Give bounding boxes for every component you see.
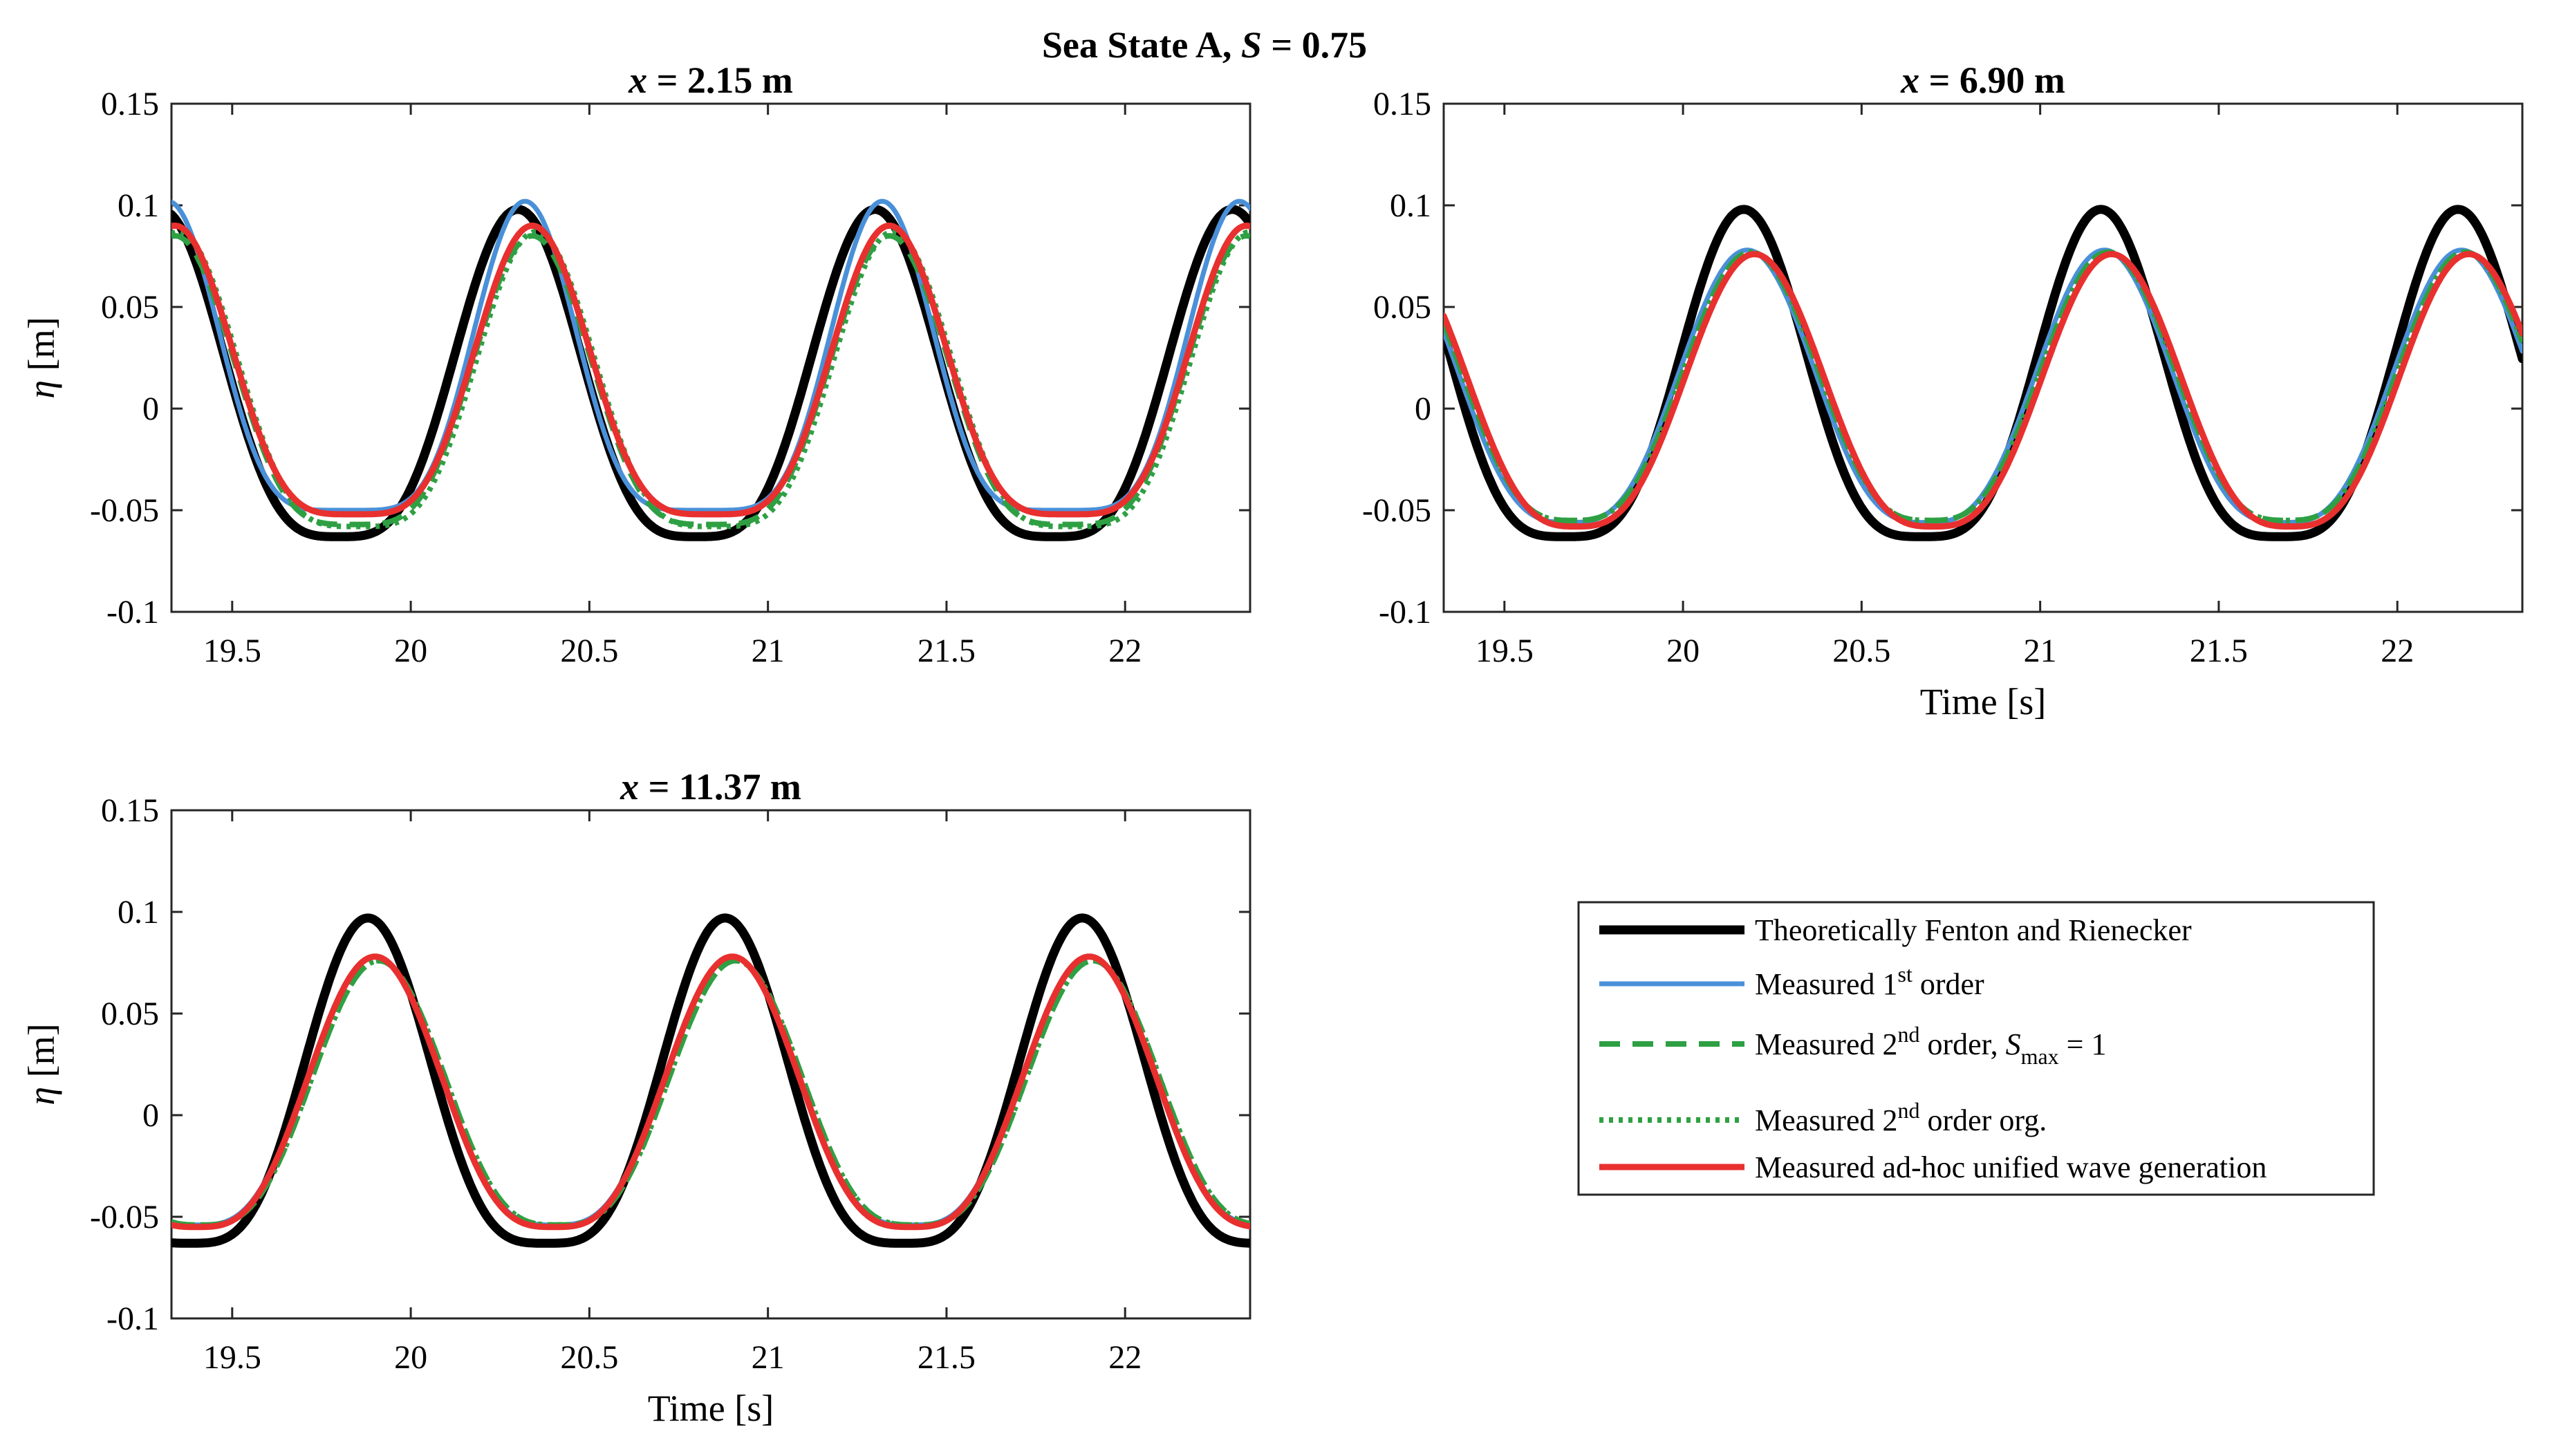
y-tick-label: 0.15: [101, 792, 159, 829]
series-line-adhoc: [171, 953, 1250, 1231]
series-line-second-order-org: [1444, 249, 2522, 523]
y-tick-label: 0.15: [101, 86, 159, 122]
y-tick-label: -0.1: [106, 594, 159, 631]
legend-label: Measured ad-hoc unified wave generation: [1755, 1150, 2267, 1184]
y-tick-label: 0.1: [118, 894, 159, 931]
x-tick-label: 21: [2024, 633, 2057, 669]
y-tick-label: 0: [142, 391, 159, 427]
panel-x-6-90: x = 6.90 m -0.1 -0.05 0 0.05 0.1 0.15 19.5 20 20.…: [1362, 59, 2524, 722]
y-tick-label: 0.1: [118, 187, 159, 224]
panel-x-11-37: x = 11.37 m -0.1 -0.05 0 0.05 0.1 0.15 19.5 20 20…: [21, 766, 1251, 1429]
series-line-adhoc: [1444, 251, 2522, 530]
series-line-second-order: [1444, 249, 2522, 523]
y-tick-label: -0.05: [90, 1199, 159, 1235]
y-tick-label: 0: [142, 1097, 159, 1134]
x-tick-label: 20.5: [560, 1339, 618, 1376]
legend-label: Measured 2nd order, Smax = 1: [1755, 1022, 2107, 1069]
x-tick-label: 22: [2381, 633, 2414, 669]
panel-title: x = 6.90 m: [1900, 59, 2065, 101]
series-line-first-order: [171, 198, 1250, 513]
plot-area: [170, 102, 1251, 613]
series-line-adhoc: [171, 222, 1250, 518]
series-line-second-order-org: [171, 958, 1250, 1228]
legend: Theoretically Fenton and Rienecker Measur…: [1577, 901, 2375, 1196]
x-tick-label: 21: [752, 633, 785, 669]
y-tick-label: -0.1: [106, 1300, 159, 1337]
series-line-first-order: [1444, 248, 2522, 525]
y-tick-label: 0: [1415, 391, 1431, 427]
y-axis-label: η [m]: [21, 317, 62, 398]
series-line-theory: [171, 913, 1250, 1248]
y-tick-label: -0.1: [1379, 594, 1431, 631]
x-tick-label: 22: [1108, 633, 1142, 669]
x-tick-label: 21.5: [2190, 633, 2248, 669]
x-tick-label: 19.5: [1476, 633, 1534, 669]
y-tick-label: -0.05: [1362, 492, 1431, 529]
y-tick-label: 0.05: [101, 289, 159, 326]
legend-label: Measured 1st order: [1755, 962, 1984, 1001]
x-axis-label: Time [s]: [1920, 681, 2047, 722]
x-tick-label: 20.5: [1832, 633, 1890, 669]
x-axis-label: Time [s]: [648, 1388, 774, 1429]
plot-area: [170, 809, 1251, 1320]
x-tick-label: 22: [1108, 1339, 1142, 1376]
y-tick-label: 0.1: [1390, 187, 1431, 224]
y-tick-label: -0.05: [90, 492, 159, 529]
x-tick-label: 21: [752, 1339, 785, 1376]
series-line-second-order-org: [171, 229, 1250, 530]
series-line-theory: [1444, 205, 2522, 541]
y-tick-label: 0.05: [101, 996, 159, 1032]
panel-title: x = 2.15 m: [628, 59, 793, 101]
legend-box: [1577, 901, 2375, 1196]
y-tick-label: 0.15: [1373, 86, 1431, 122]
y-tick-label: 0.05: [1373, 289, 1431, 326]
panel-title: x = 11.37 m: [620, 766, 801, 808]
x-tick-label: 21.5: [918, 633, 976, 669]
legend-label: Measured 2nd order org.: [1755, 1098, 2047, 1137]
x-tick-label: 20: [394, 633, 427, 669]
plot-area: [1442, 102, 2524, 613]
series-line-second-order: [171, 958, 1250, 1228]
series-line-theory: [171, 205, 1250, 541]
x-tick-label: 20.5: [560, 633, 618, 669]
x-tick-label: 20: [1666, 633, 1700, 669]
x-tick-label: 19.5: [203, 633, 261, 669]
x-tick-label: 19.5: [203, 1339, 261, 1376]
x-tick-label: 21.5: [918, 1339, 976, 1376]
y-axis-label: η [m]: [21, 1023, 62, 1105]
series-line-second-order: [171, 233, 1250, 528]
panel-x-2-15: x = 2.15 m -0.1 -0.05 0 0.05 0.1 0.15 19.5 20 20.…: [21, 59, 1251, 669]
figure-title: Sea State A, S = 0.75: [1042, 24, 1367, 66]
series-line-first-order: [171, 954, 1250, 1228]
x-tick-label: 20: [394, 1339, 427, 1376]
legend-label: Theoretically Fenton and Rienecker: [1755, 913, 2192, 947]
